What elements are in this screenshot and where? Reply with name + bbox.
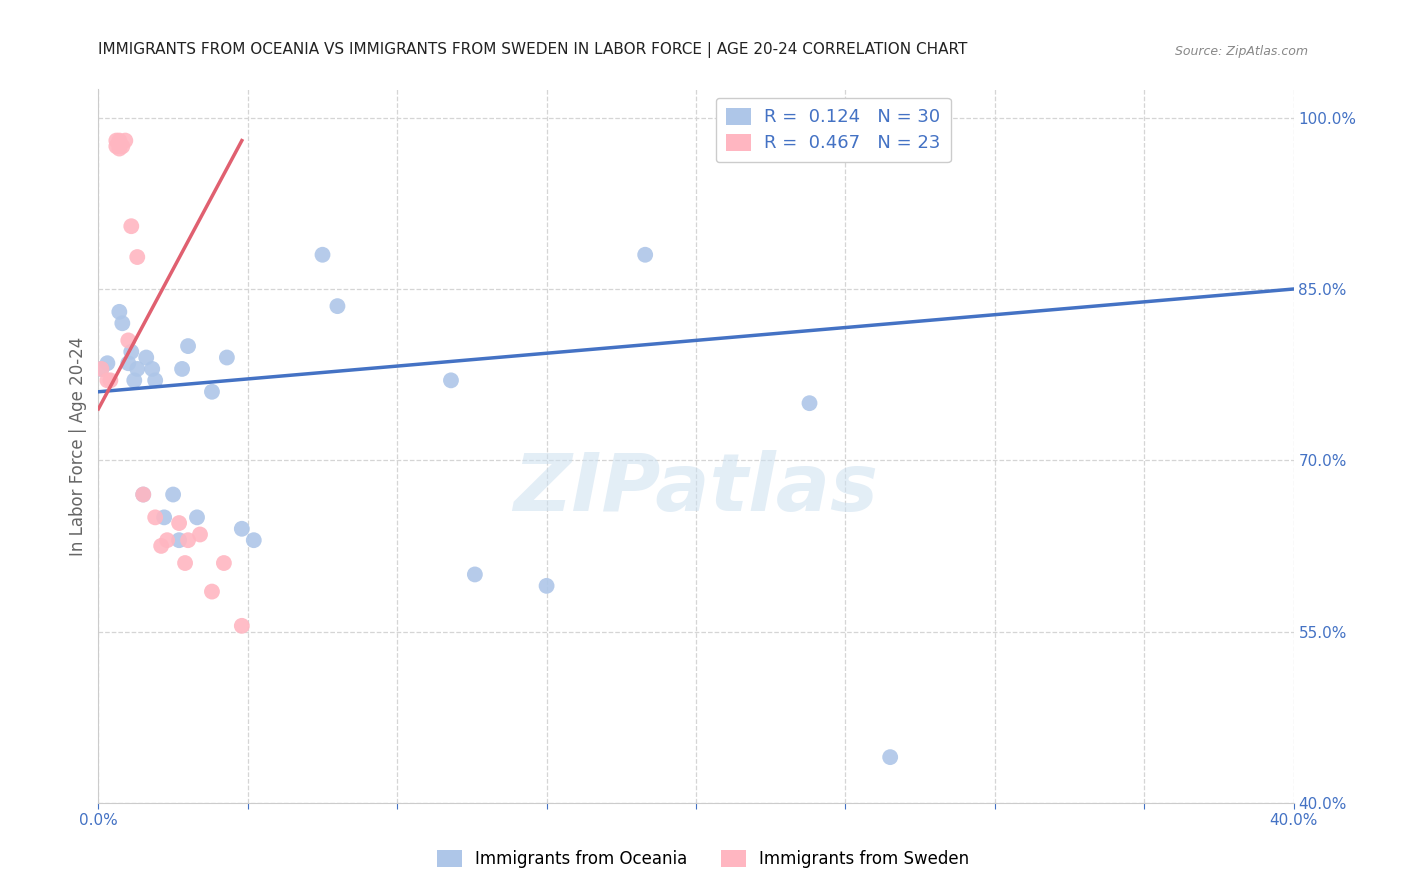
Point	[108, 134, 131, 148]
Point	[96, 356, 118, 370]
Point	[132, 487, 155, 501]
Point	[111, 139, 134, 153]
Point	[105, 134, 128, 148]
Point	[311, 248, 333, 262]
Point	[215, 351, 238, 365]
Point	[243, 533, 266, 548]
Point	[186, 510, 208, 524]
Point	[536, 579, 558, 593]
Point	[231, 522, 253, 536]
Point	[124, 373, 146, 387]
Point	[634, 248, 657, 262]
Point	[167, 533, 190, 548]
Point	[108, 305, 131, 319]
Point	[156, 533, 179, 548]
Point	[132, 487, 155, 501]
Point	[212, 556, 235, 570]
Point	[153, 510, 176, 524]
Point	[177, 339, 200, 353]
Point	[90, 362, 112, 376]
Point	[464, 567, 486, 582]
Legend: R =  0.124   N = 30, R =  0.467   N = 23: R = 0.124 N = 30, R = 0.467 N = 23	[716, 97, 950, 162]
Text: Source: ZipAtlas.com: Source: ZipAtlas.com	[1174, 45, 1308, 58]
Point	[108, 142, 131, 156]
Point	[143, 510, 166, 524]
Point	[117, 334, 139, 348]
Point	[162, 487, 184, 501]
Point	[143, 373, 166, 387]
Y-axis label: In Labor Force | Age 20-24: In Labor Force | Age 20-24	[69, 336, 87, 556]
Point	[174, 556, 197, 570]
Legend: Immigrants from Oceania, Immigrants from Sweden: Immigrants from Oceania, Immigrants from…	[430, 843, 976, 875]
Point	[127, 362, 149, 376]
Point	[150, 539, 173, 553]
Point	[440, 373, 463, 387]
Point	[879, 750, 901, 764]
Point	[120, 344, 142, 359]
Point	[135, 351, 157, 365]
Point	[201, 584, 224, 599]
Point	[188, 527, 211, 541]
Point	[114, 134, 136, 148]
Point	[111, 316, 134, 330]
Point	[231, 619, 253, 633]
Point	[117, 356, 139, 370]
Point	[96, 373, 118, 387]
Point	[127, 250, 149, 264]
Point	[172, 362, 194, 376]
Point	[141, 362, 163, 376]
Point	[120, 219, 142, 234]
Point	[177, 533, 200, 548]
Point	[105, 139, 128, 153]
Text: IMMIGRANTS FROM OCEANIA VS IMMIGRANTS FROM SWEDEN IN LABOR FORCE | AGE 20-24 COR: IMMIGRANTS FROM OCEANIA VS IMMIGRANTS FR…	[98, 42, 967, 58]
Point	[799, 396, 821, 410]
Point	[100, 373, 122, 387]
Point	[167, 516, 190, 530]
Point	[201, 384, 224, 399]
Point	[90, 362, 112, 376]
Text: ZIPatlas: ZIPatlas	[513, 450, 879, 528]
Point	[326, 299, 349, 313]
